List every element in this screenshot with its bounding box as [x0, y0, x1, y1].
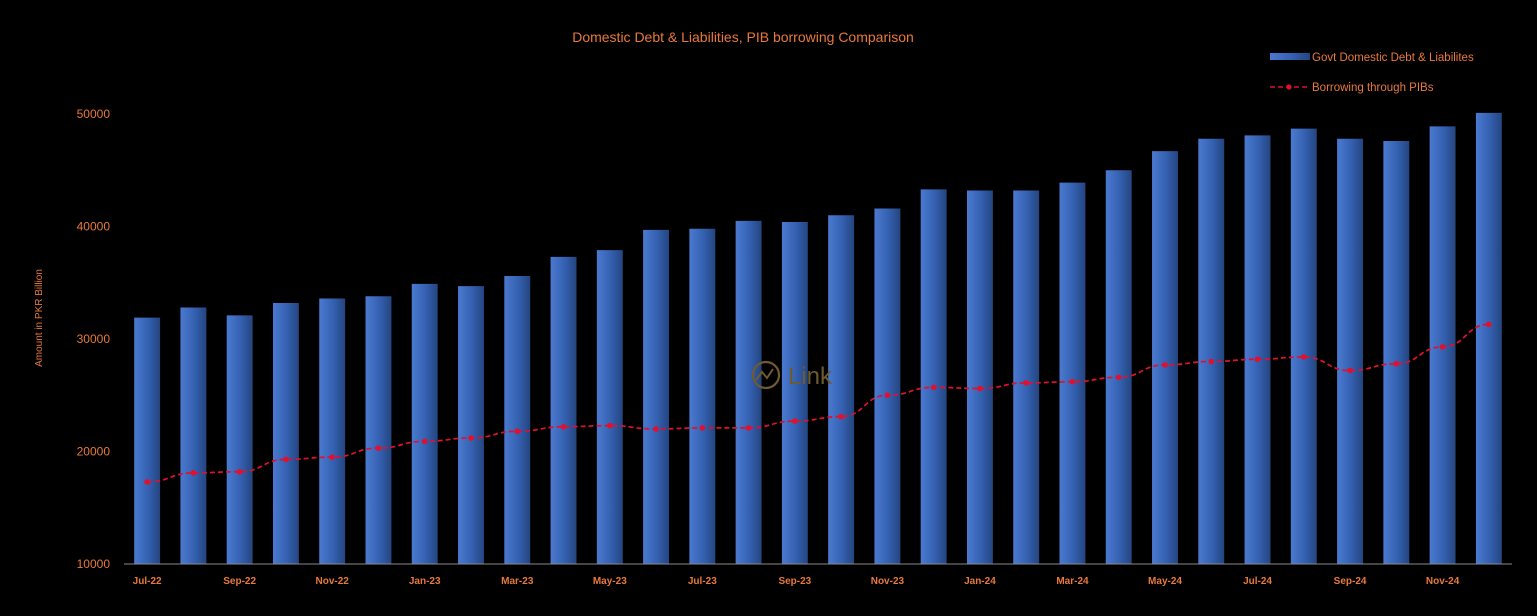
- legend-bar-swatch: [1270, 53, 1310, 60]
- bar: [411, 283, 438, 564]
- bar: [966, 190, 993, 564]
- line-point: [421, 438, 428, 445]
- chart-title: Domestic Debt & Liabilities, PIB borrowi…: [572, 29, 914, 45]
- x-tick-label: Jul-22: [133, 576, 162, 587]
- x-tick-label: Jul-23: [688, 576, 717, 587]
- legend: Govt Domestic Debt & Liabilites Borrowin…: [1270, 52, 1474, 94]
- y-tick-label: 40000: [77, 220, 111, 234]
- x-tick-label: Mar-23: [501, 576, 534, 587]
- line-point: [884, 392, 891, 399]
- bar: [1013, 190, 1040, 564]
- x-tick-label: Jan-23: [409, 576, 441, 587]
- bar: [874, 208, 901, 564]
- line-point: [236, 468, 243, 475]
- y-tick-label: 20000: [77, 445, 111, 459]
- bar: [504, 276, 531, 564]
- line-point: [838, 413, 844, 420]
- line-point: [375, 445, 382, 451]
- bar: [689, 228, 716, 564]
- bar: [365, 296, 392, 564]
- line-point: [468, 435, 474, 441]
- line-point: [699, 425, 706, 431]
- bar: [1290, 128, 1317, 564]
- bar: [319, 298, 346, 564]
- line-point: [1486, 321, 1492, 328]
- x-tick-label: Sep-22: [223, 576, 256, 587]
- bar: [180, 307, 207, 564]
- line-point: [144, 479, 150, 485]
- bar: [643, 229, 670, 564]
- line-point: [653, 426, 659, 432]
- bar: [1059, 182, 1086, 564]
- watermark-text: Link: [788, 363, 833, 390]
- bar: [1383, 141, 1410, 564]
- bar: [828, 215, 855, 564]
- line-series: [144, 321, 1492, 485]
- x-tick-label: Mar-24: [1056, 576, 1089, 587]
- bar: [781, 222, 808, 564]
- watermark-logo-icon: [751, 360, 781, 390]
- x-tick-label: Sep-24: [1334, 576, 1367, 587]
- line-point: [745, 425, 752, 431]
- watermark: Link: [751, 360, 833, 390]
- y-tick-label: 10000: [77, 557, 111, 571]
- y-tick-label: 50000: [77, 107, 111, 121]
- line-point: [1023, 380, 1029, 386]
- bar: [1244, 135, 1271, 564]
- legend-line-marker: [1286, 84, 1292, 90]
- y-axis-ticks: 10000 20000 30000 40000 50000: [77, 107, 111, 571]
- bar: [550, 256, 577, 564]
- bar: [272, 303, 299, 564]
- bar: [134, 317, 161, 564]
- line-point: [283, 456, 289, 463]
- bar: [735, 220, 762, 564]
- bar: [1152, 151, 1178, 564]
- line-point: [190, 470, 197, 476]
- line-point: [977, 385, 983, 392]
- line-point: [1301, 354, 1307, 360]
- bar: [458, 286, 484, 564]
- x-tick-label: Nov-22: [316, 576, 350, 587]
- line-point: [1069, 378, 1076, 385]
- x-axis-ticks: Jul-22 Sep-22 Nov-22 Jan-23 Mar-23 May-23 Jul-…: [133, 576, 1460, 587]
- bar: [1337, 138, 1364, 564]
- x-tick-label: May-23: [593, 576, 627, 587]
- bar: [1198, 138, 1225, 564]
- line-point: [1439, 344, 1446, 350]
- line-point: [1208, 358, 1215, 365]
- x-tick-label: Jul-24: [1243, 576, 1272, 587]
- x-tick-label: Jan-24: [964, 576, 996, 587]
- line-point: [329, 454, 336, 460]
- watermark-logo-mark: [755, 368, 774, 381]
- line-point: [607, 422, 613, 429]
- bar: [920, 189, 947, 564]
- line-point: [560, 423, 567, 430]
- x-tick-label: Sep-23: [778, 576, 811, 587]
- line-point: [930, 384, 937, 391]
- y-axis-label: Amount in PKR Billion: [34, 269, 45, 367]
- bar: [1105, 170, 1132, 564]
- line-point: [1162, 362, 1168, 368]
- y-tick-label: 30000: [77, 332, 111, 346]
- line-point: [1254, 356, 1261, 363]
- x-tick-label: Nov-24: [1426, 576, 1460, 587]
- legend-line-label: Borrowing through PIBs: [1312, 82, 1434, 94]
- bar: [596, 250, 623, 564]
- line-point: [514, 428, 521, 435]
- x-tick-label: Nov-23: [871, 576, 905, 587]
- line-point: [1347, 367, 1353, 374]
- legend-bar-label: Govt Domestic Debt & Liabilites: [1312, 52, 1474, 64]
- line-point: [1115, 374, 1122, 381]
- bar: [226, 315, 253, 564]
- line-point: [1393, 360, 1400, 367]
- bar-series: [134, 112, 1502, 564]
- x-tick-label: May-24: [1148, 576, 1182, 587]
- line-point: [792, 418, 798, 424]
- bar: [1475, 112, 1502, 564]
